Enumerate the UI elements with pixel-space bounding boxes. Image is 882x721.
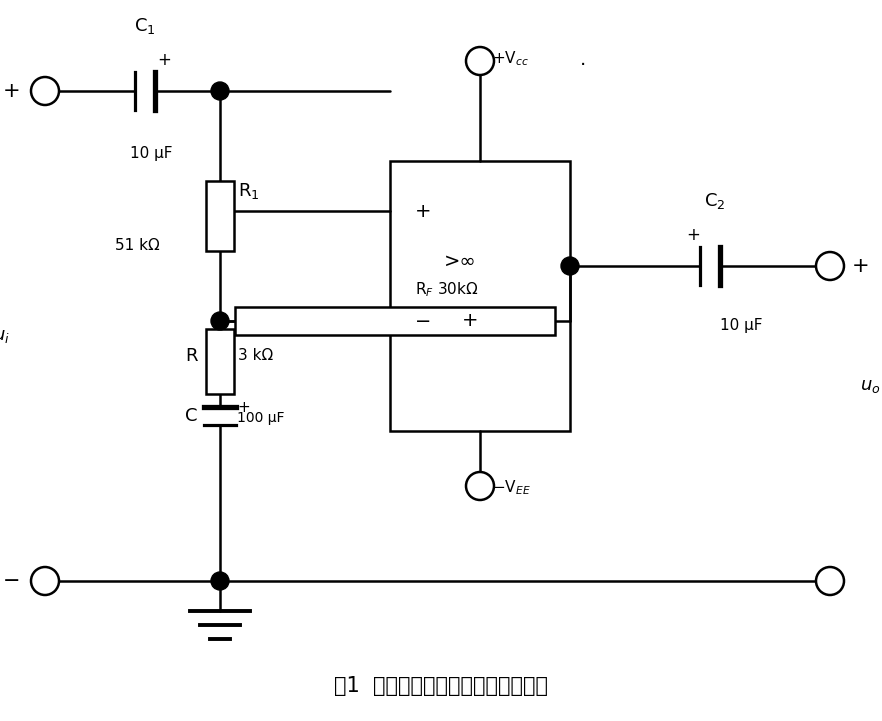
Text: +: + bbox=[462, 311, 478, 330]
Text: R$_1$: R$_1$ bbox=[238, 181, 259, 201]
Text: −V$_{EE}$: −V$_{EE}$ bbox=[492, 479, 531, 497]
Text: C$_1$: C$_1$ bbox=[134, 16, 156, 36]
Text: >∞: >∞ bbox=[444, 252, 476, 270]
Text: +: + bbox=[157, 51, 171, 69]
Text: 10 μF: 10 μF bbox=[130, 146, 173, 161]
Text: −: − bbox=[415, 311, 431, 330]
Circle shape bbox=[816, 252, 844, 280]
Bar bbox=[206, 181, 234, 251]
Text: R: R bbox=[185, 347, 198, 365]
Bar bbox=[206, 329, 234, 394]
Circle shape bbox=[31, 77, 59, 105]
Circle shape bbox=[211, 82, 229, 100]
Text: +: + bbox=[852, 256, 870, 276]
Text: $u_o$: $u_o$ bbox=[860, 377, 880, 395]
Text: 10 μF: 10 μF bbox=[720, 318, 763, 333]
Text: 图1  双电源同相输入式交流放大电路: 图1 双电源同相输入式交流放大电路 bbox=[334, 676, 548, 696]
Text: $u_i$: $u_i$ bbox=[0, 327, 10, 345]
Text: C$_2$: C$_2$ bbox=[704, 191, 726, 211]
Text: C: C bbox=[185, 407, 198, 425]
Text: +: + bbox=[3, 81, 20, 101]
Circle shape bbox=[211, 572, 229, 590]
Text: +: + bbox=[237, 399, 250, 415]
Text: +: + bbox=[686, 226, 700, 244]
Circle shape bbox=[816, 567, 844, 595]
Text: −: − bbox=[3, 571, 20, 591]
Circle shape bbox=[561, 257, 579, 275]
Circle shape bbox=[31, 567, 59, 595]
Bar bbox=[235, 307, 555, 335]
Circle shape bbox=[466, 472, 494, 500]
Text: R$_F$ 30kΩ: R$_F$ 30kΩ bbox=[415, 280, 479, 299]
Text: 3 kΩ: 3 kΩ bbox=[238, 348, 273, 363]
Bar bbox=[390, 161, 570, 431]
Text: 51 kΩ: 51 kΩ bbox=[116, 239, 160, 254]
Text: 100 μF: 100 μF bbox=[237, 411, 285, 425]
Text: +: + bbox=[415, 201, 431, 221]
Text: .: . bbox=[580, 50, 587, 68]
Text: +V$_{cc}$: +V$_{cc}$ bbox=[492, 50, 529, 68]
Circle shape bbox=[211, 312, 229, 330]
Circle shape bbox=[466, 47, 494, 75]
